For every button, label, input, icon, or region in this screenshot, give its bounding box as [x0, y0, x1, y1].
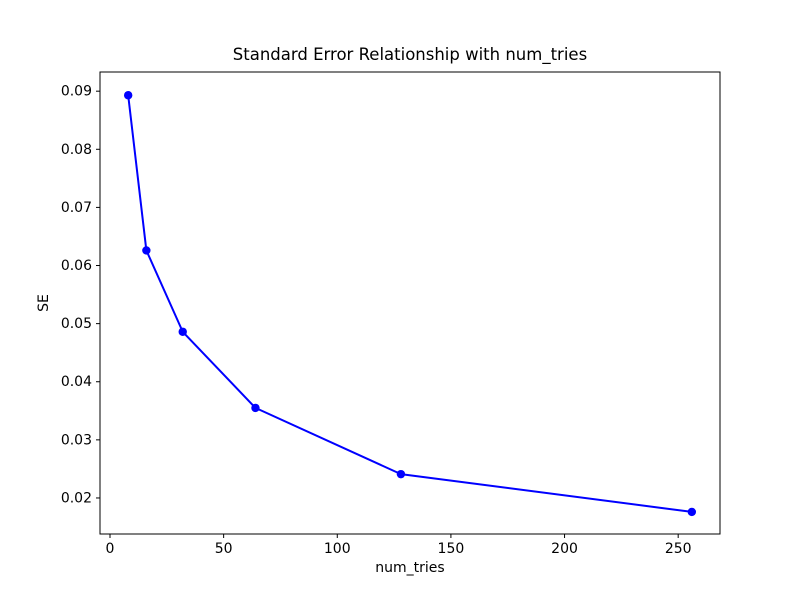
- axes-frame: [99, 71, 721, 535]
- x-tick-label: 0: [106, 541, 115, 557]
- y-tick-label: 0.03: [61, 432, 92, 448]
- y-tick-label: 0.07: [61, 200, 92, 216]
- x-tick-label: 250: [665, 541, 692, 557]
- x-tick-label: 150: [438, 541, 465, 557]
- x-axis-label: num_tries: [375, 560, 444, 576]
- data-point: [142, 246, 151, 255]
- y-tick-label: 0.08: [61, 142, 92, 158]
- x-tick-label: 100: [324, 541, 351, 557]
- x-tick-label: 50: [215, 541, 233, 557]
- y-axis-label: SE: [36, 294, 52, 312]
- y-tick-label: 0.05: [61, 316, 92, 332]
- data-point: [251, 403, 260, 413]
- data-point: [123, 91, 133, 100]
- y-tick-label: 0.04: [61, 374, 92, 390]
- se-line: [127, 94, 693, 513]
- y-tick-label: 0.02: [61, 490, 92, 506]
- chart-title: Standard Error Relationship with num_tri…: [233, 45, 587, 65]
- data-point: [396, 469, 406, 479]
- y-tick-label: 0.06: [61, 258, 92, 274]
- x-tick-label: 200: [551, 541, 578, 557]
- plot-area: 0 50 100 150 200 250 0.02 0.03 0.04 0.05 0.06 0.07 0…: [61, 71, 721, 557]
- y-tick-label: 0.09: [61, 84, 92, 100]
- data-point: [178, 327, 187, 336]
- data-point: [687, 507, 697, 517]
